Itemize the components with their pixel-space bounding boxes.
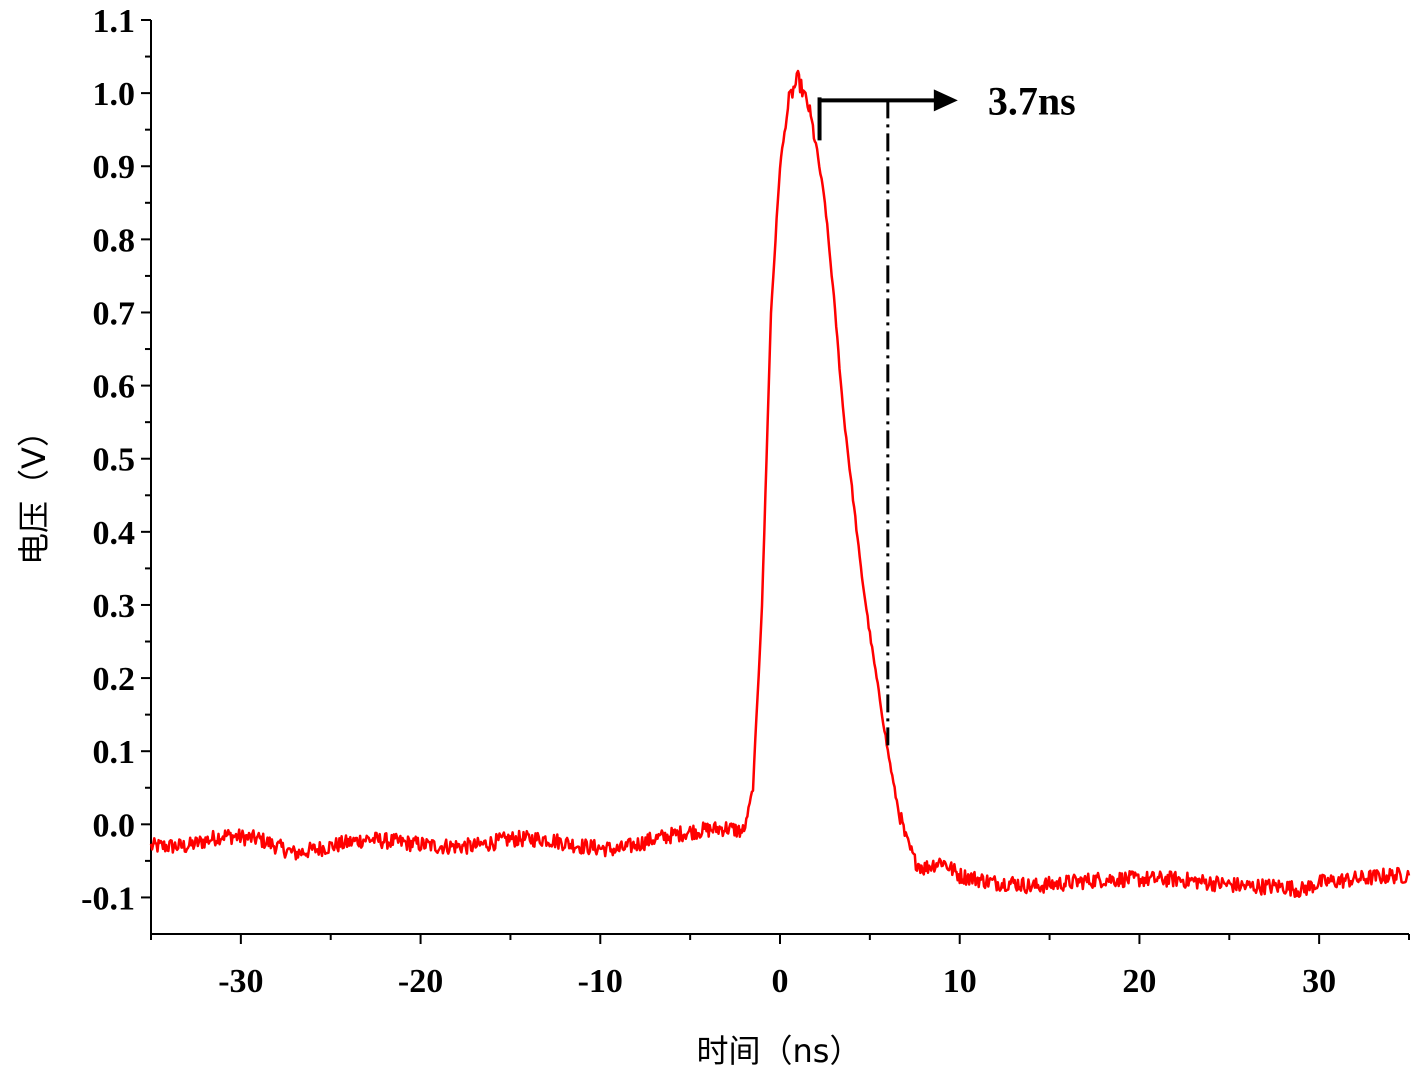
x-axis-title: 时间（ns） [697, 1032, 862, 1070]
y-tick-label: 0.4 [93, 515, 136, 552]
y-tick-label: 0.7 [93, 295, 136, 332]
x-tick-label: 20 [1122, 963, 1156, 1000]
y-tick-label: -0.1 [81, 880, 135, 917]
x-tick-label: -30 [218, 963, 263, 1000]
x-axis-ticks: -30 -20 -10 0 10 20 30 [150, 934, 1410, 1000]
x-tick-label: 30 [1302, 963, 1336, 1000]
x-tick-label: -20 [398, 963, 443, 1000]
annotation-arrow-head [933, 89, 958, 112]
y-tick-label: 0.8 [93, 222, 136, 259]
y-tick-label: 0.0 [93, 807, 136, 844]
y-tick-label: 0.3 [93, 588, 136, 625]
y-tick-label: 0.5 [93, 442, 136, 479]
x-tick-label: 0 [772, 963, 789, 1000]
y-tick-label: 1.1 [93, 3, 136, 40]
y-tick-label: 1.0 [93, 76, 136, 113]
y-axis-title: 电压（V） [15, 415, 53, 565]
series-line-0 [149, 69, 1411, 899]
y-tick-label: 0.6 [93, 369, 136, 406]
y-tick-label: 0.9 [93, 149, 136, 186]
y-axis-ticks: -0.1 0.0 0.1 0.2 0.3 0.4 0.5 0.6 0.7 0.8 0.9 1.0 1.1 [81, 3, 151, 917]
annotation-label: 3.7ns [988, 78, 1076, 123]
x-tick-label: -10 [578, 963, 623, 1000]
annotation-layer: 3.7ns [817, 78, 1076, 752]
series-layer [149, 69, 1411, 899]
x-tick-label: 10 [943, 963, 977, 1000]
y-tick-label: 0.1 [93, 734, 136, 771]
y-tick-label: 0.2 [93, 661, 136, 698]
